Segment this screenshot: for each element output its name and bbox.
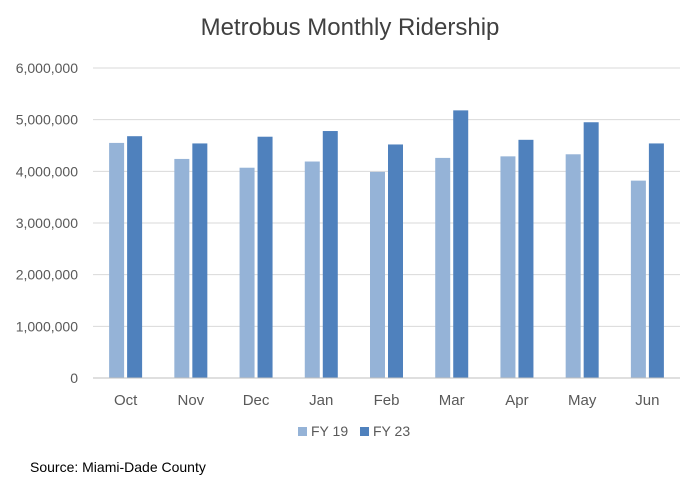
y-tick-label: 1,000,000 — [16, 318, 78, 334]
x-tick-label: Jun — [635, 392, 659, 409]
x-tick-label: Dec — [243, 392, 270, 409]
legend-swatch — [298, 427, 307, 436]
bar-fy19-apr — [500, 156, 516, 378]
axes: 0 1,000,000 2,000,000 3,000,000 4,000,000 5,0… — [16, 60, 680, 409]
y-tick-label: 5,000,000 — [16, 112, 78, 128]
bar-fy23-nov — [192, 143, 208, 378]
bar-fy23-feb — [388, 144, 403, 378]
bar-fy19-feb — [370, 171, 385, 378]
x-tick-label: Apr — [505, 392, 528, 409]
x-tick-label: Mar — [439, 392, 465, 409]
x-tick-label: Feb — [374, 392, 400, 409]
bar-fy19-dec — [239, 167, 255, 378]
y-tick-label: 4,000,000 — [16, 163, 78, 179]
legend-label: FY 23 — [373, 423, 410, 439]
bar-fy23-may — [583, 122, 599, 378]
source-note: Source: Miami-Dade County — [30, 459, 206, 475]
x-tick-label: Nov — [177, 392, 204, 409]
x-tick-label: Jan — [309, 392, 333, 409]
bar-fy23-oct — [127, 136, 143, 378]
bar-fy23-mar — [453, 110, 469, 378]
y-tick-label: 3,000,000 — [16, 215, 78, 231]
bar-fy19-may — [565, 154, 581, 378]
y-tick-label: 6,000,000 — [16, 60, 78, 76]
bar-fy19-jan — [304, 161, 320, 378]
legend: FY 19 FY 23 — [298, 423, 410, 439]
bar-fy19-oct — [109, 142, 125, 378]
bar-fy23-jun — [648, 143, 664, 378]
bar-fy23-apr — [518, 139, 534, 378]
x-tick-label: May — [568, 392, 597, 409]
bar-fy19-jun — [630, 180, 646, 378]
legend-swatch — [360, 427, 369, 436]
bars — [109, 110, 664, 378]
legend-label: FY 19 — [311, 423, 348, 439]
gridlines — [93, 67, 680, 327]
bar-fy19-mar — [435, 157, 451, 378]
y-tick-label: 0 — [70, 370, 78, 386]
bar-fy19-nov — [174, 158, 190, 378]
bar-fy23-dec — [257, 136, 273, 378]
x-tick-label: Oct — [114, 392, 138, 409]
y-tick-label: 2,000,000 — [16, 267, 78, 283]
chart-title: Metrobus Monthly Ridership — [200, 14, 500, 41]
bar-fy23-jan — [322, 131, 338, 378]
